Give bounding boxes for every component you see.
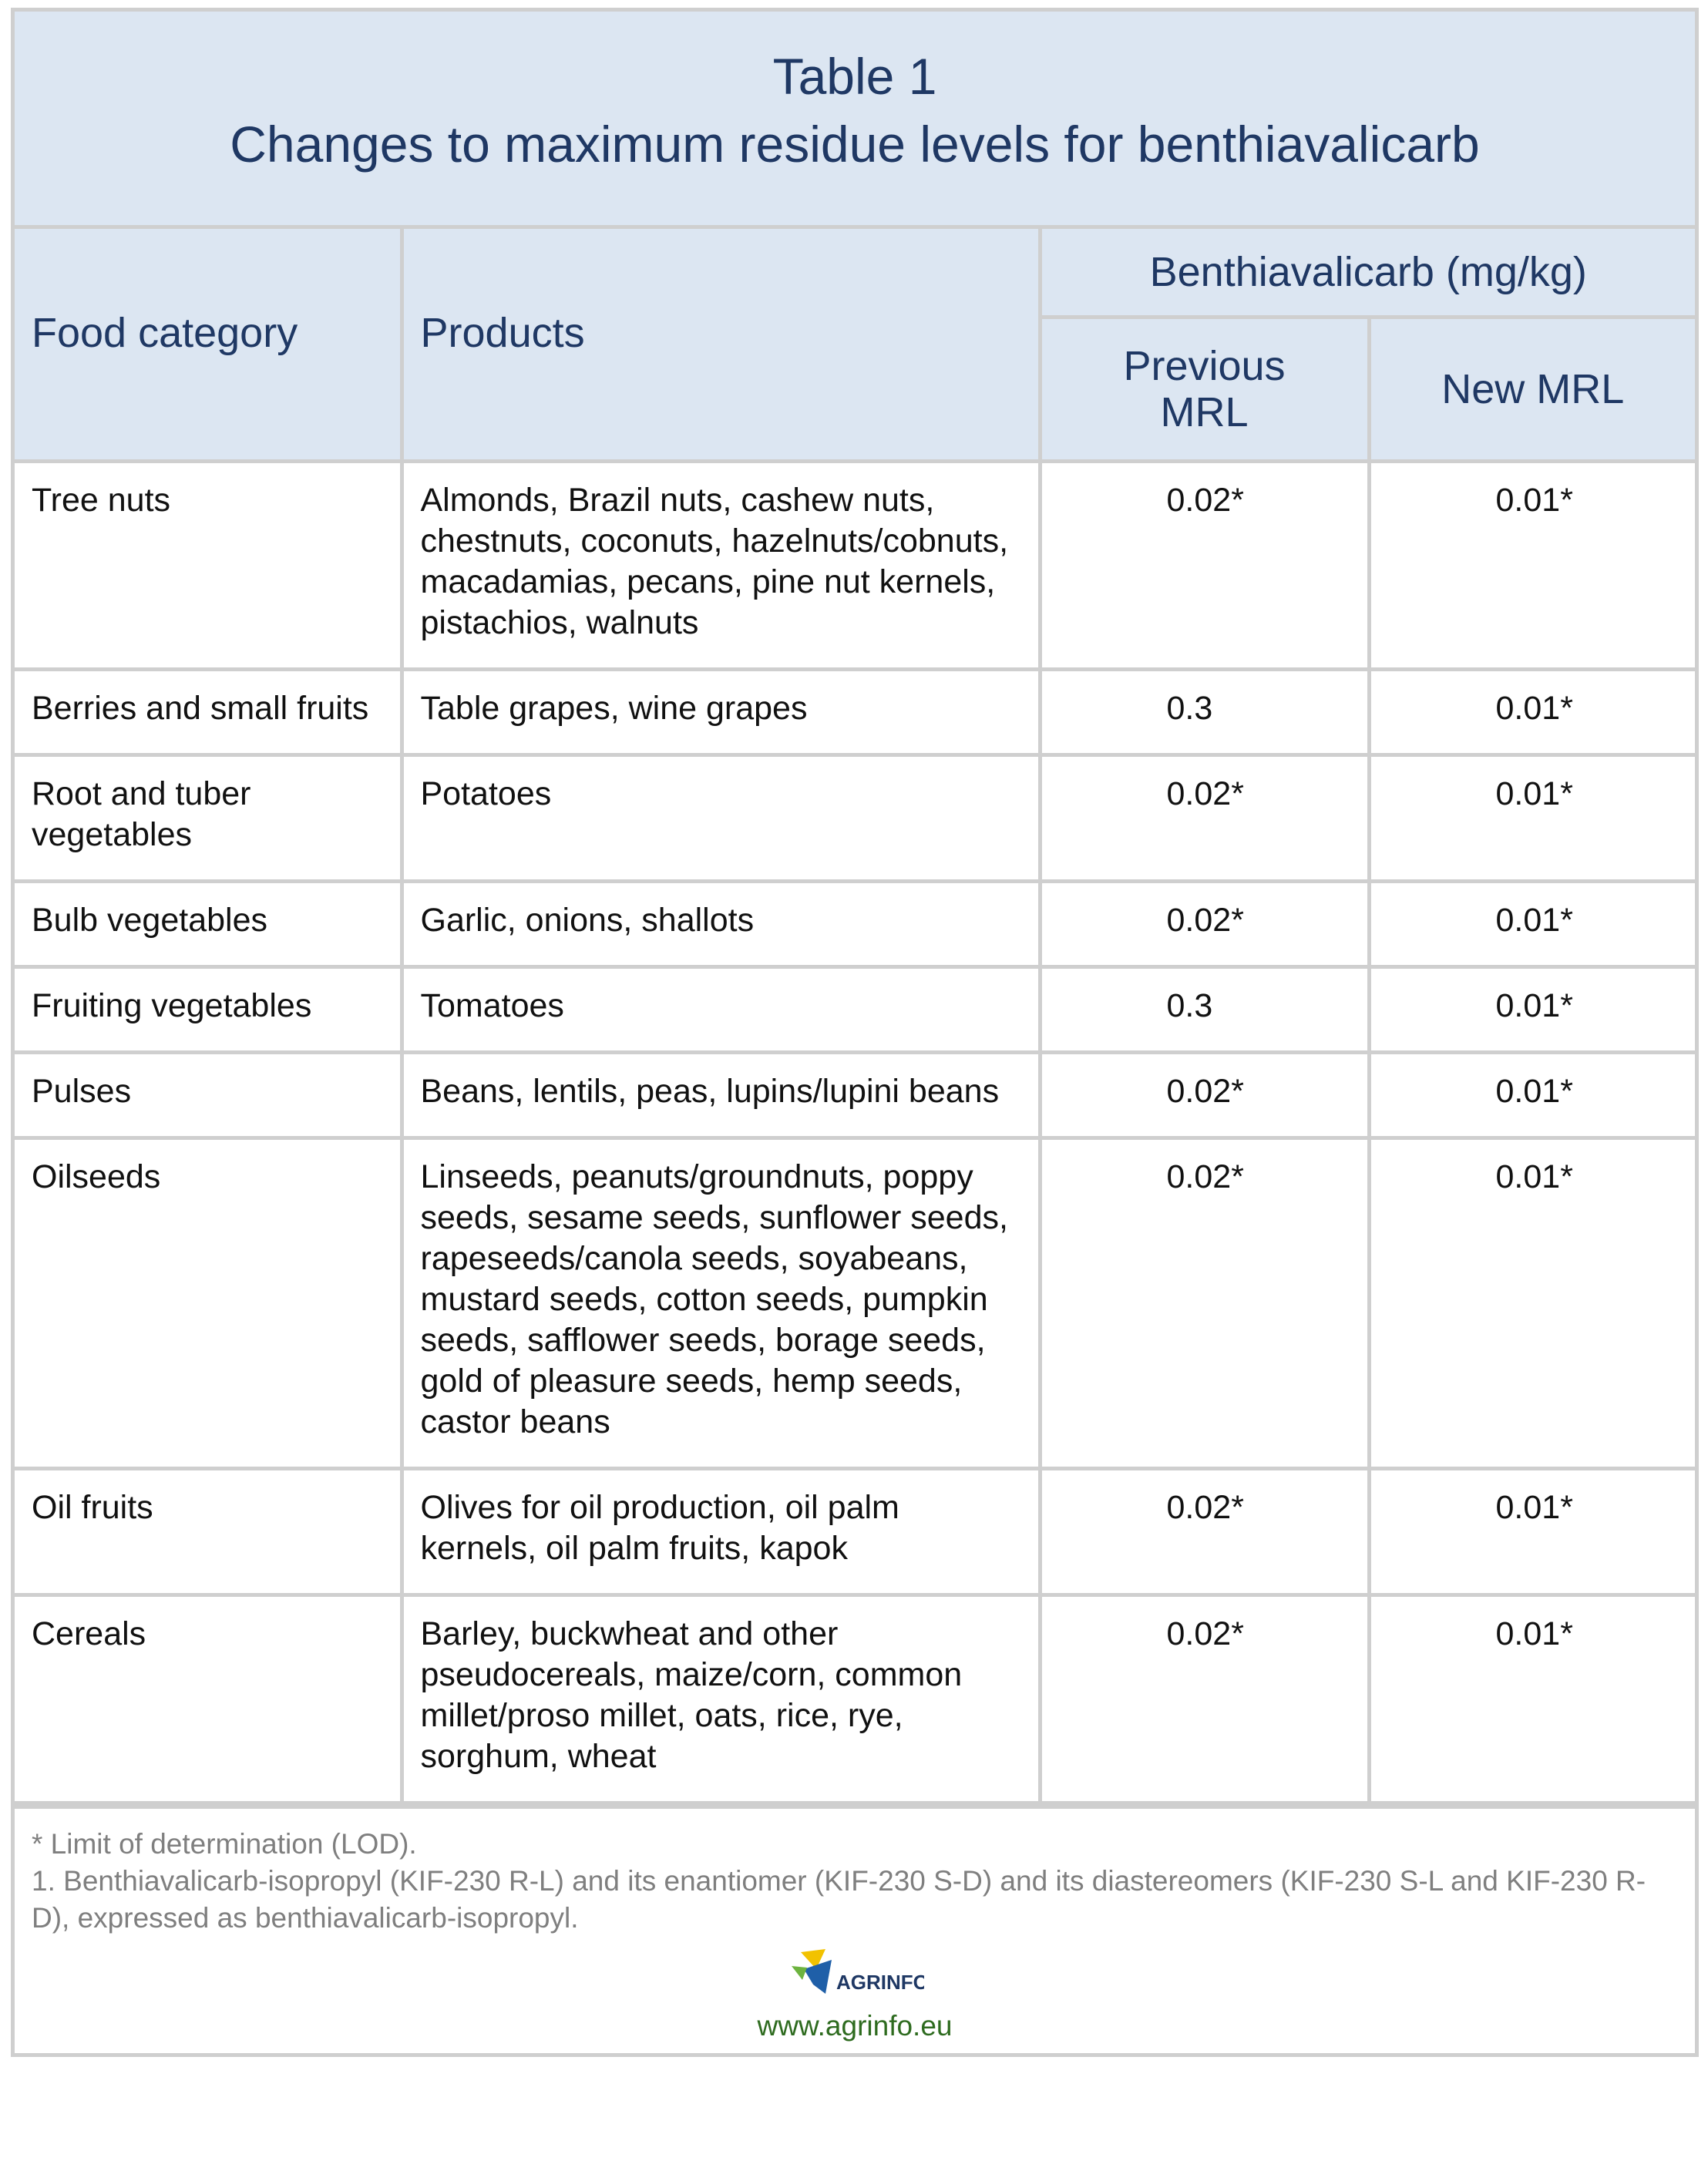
products: Olives for oil production, oil palm kern…: [399, 1467, 1042, 1597]
food-category: Berries and small fruits: [15, 667, 404, 757]
column-header: Products: [399, 229, 1042, 463]
products: Linseeds, peanuts/groundnuts, poppy seed…: [399, 1136, 1042, 1470]
previous-mrl: 0.3: [1037, 965, 1371, 1054]
food-category: Pulses: [15, 1050, 404, 1140]
table-row: Root and tuber vegetables Potatoes 0.02* 0.…: [15, 753, 1695, 883]
new-mrl: 0.01*: [1367, 965, 1695, 1054]
food-category: Cereals: [15, 1593, 404, 1805]
new-mrl: 0.01*: [1367, 1593, 1695, 1805]
products: Beans, lentils, peas, lupins/lupini bean…: [399, 1050, 1042, 1140]
previous-mrl: 0.02*: [1037, 1593, 1371, 1805]
logo-text: AGRINFO: [836, 1971, 924, 1994]
products: Potatoes: [399, 753, 1042, 883]
food-category: Fruiting vegetables: [15, 965, 404, 1054]
title-line: Changes to maximum residue levels for be…: [230, 116, 1480, 173]
new-mrl: 0.01*: [1367, 1136, 1695, 1470]
table-row: Oil fruits Olives for oil production, oil…: [15, 1467, 1695, 1597]
footer: * Limit of determination (LOD). 1. Benth…: [15, 1805, 1695, 2053]
products: Garlic, onions, shallots: [399, 879, 1042, 969]
previous-mrl: 0.3: [1037, 667, 1371, 757]
previous-mrl: 0.02*: [1037, 753, 1371, 883]
logo: AGRINFO: [32, 1946, 1678, 2009]
table-row: Tree nuts Almonds, Brazil nuts, cashew nu…: [15, 461, 1695, 671]
food-category: Root and tuber vegetables: [15, 753, 404, 883]
new-mrl: 0.01*: [1367, 753, 1695, 883]
previous-mrl: 0.02*: [1037, 1050, 1371, 1140]
new-mrl: 0.01*: [1367, 667, 1695, 757]
column-group-header: Benthiavalicarb (mg/kg): [1037, 229, 1695, 319]
column-header: Food category: [15, 229, 404, 463]
products: Table grapes, wine grapes: [399, 667, 1042, 757]
table-frame: Table 1 Changes to maximum residue level…: [11, 8, 1699, 2057]
footnote: * Limit of determination (LOD).: [32, 1828, 417, 1860]
products: Barley, buckwheat and other pseudocereal…: [399, 1593, 1042, 1805]
new-mrl: 0.01*: [1367, 879, 1695, 969]
previous-mrl: 0.02*: [1037, 879, 1371, 969]
new-mrl: 0.01*: [1367, 461, 1695, 671]
mrl-table: Food category Products Benthiavalicarb (…: [15, 229, 1695, 1805]
table-row: Berries and small fruits Table grapes, wi…: [15, 667, 1695, 757]
new-mrl: 0.01*: [1367, 1050, 1695, 1140]
food-category: Oilseeds: [15, 1136, 404, 1470]
food-category: Bulb vegetables: [15, 879, 404, 969]
previous-mrl: 0.02*: [1037, 461, 1371, 671]
footnote: 1. Benthiavalicarb-isopropyl (KIF-230 R-…: [32, 1865, 1646, 1934]
previous-mrl: 0.02*: [1037, 1467, 1371, 1597]
column-header: New MRL: [1367, 315, 1695, 463]
food-category: Oil fruits: [15, 1467, 404, 1597]
title-box: Table 1 Changes to maximum residue level…: [15, 12, 1695, 229]
table-row: Oilseeds Linseeds, peanuts/groundnuts, po…: [15, 1136, 1695, 1470]
products: Almonds, Brazil nuts, cashew nuts, chest…: [399, 461, 1042, 671]
column-header: Previous MRL: [1040, 315, 1371, 463]
previous-mrl: 0.02*: [1037, 1136, 1371, 1470]
new-mrl: 0.01*: [1367, 1467, 1695, 1597]
website-url: www.agrinfo.eu: [757, 2010, 953, 2042]
title-line: Table 1: [772, 48, 937, 105]
products: Tomatoes: [399, 965, 1042, 1054]
logo-mark: AGRINFO: [792, 1949, 929, 1994]
table-row: Bulb vegetables Garlic, onions, shallots 0…: [15, 879, 1695, 969]
header-text: New MRL: [1441, 366, 1625, 412]
table-row: Pulses Beans, lentils, peas, lupins/lupin…: [15, 1050, 1695, 1140]
table-body: Tree nuts Almonds, Brazil nuts, cashew nu…: [15, 461, 1695, 1805]
header-text: Previous MRL: [1123, 343, 1286, 435]
table-row: Cereals Barley, buckwheat and other pseud…: [15, 1593, 1695, 1805]
food-category: Tree nuts: [15, 461, 404, 671]
table-row: Fruiting vegetables Tomatoes 0.3 0.01*: [15, 965, 1695, 1054]
